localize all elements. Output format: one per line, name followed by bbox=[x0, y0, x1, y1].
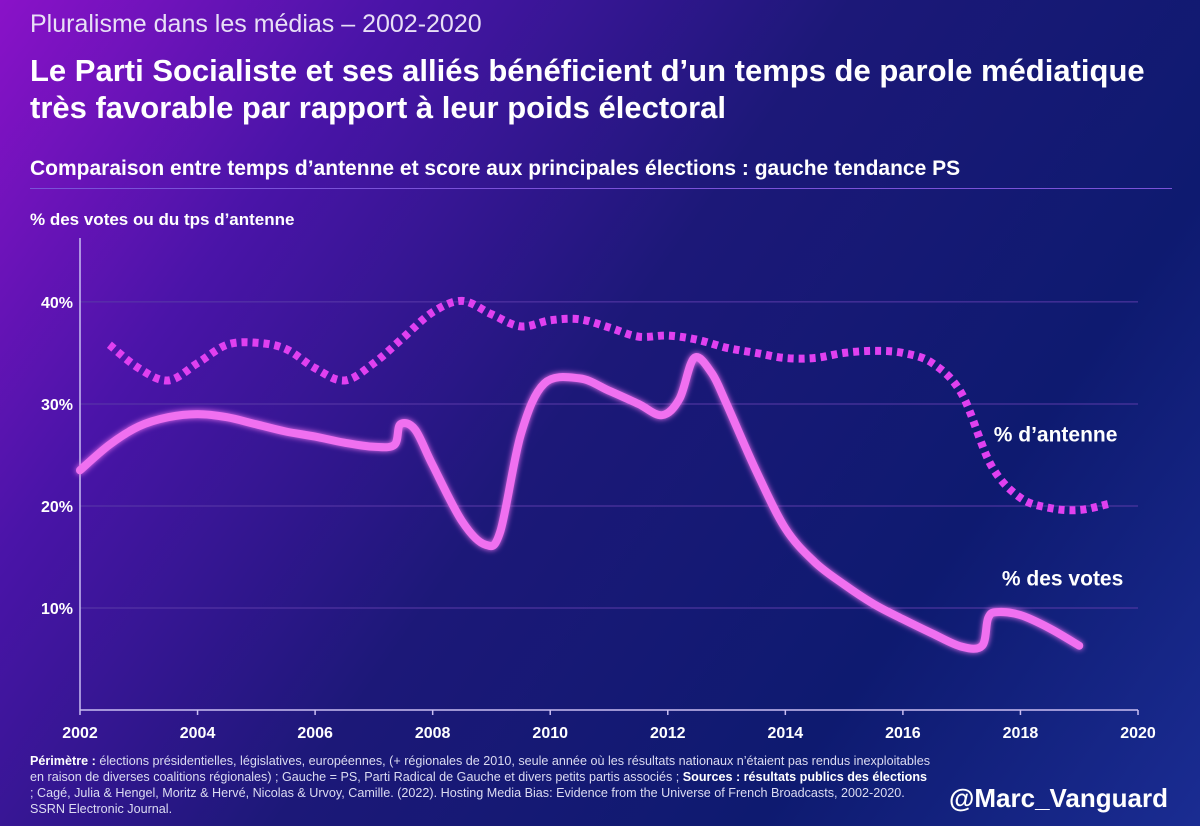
y-tick-label: 10% bbox=[41, 601, 73, 618]
x-tick-label: 2004 bbox=[180, 725, 216, 742]
x-tick-label: 2020 bbox=[1120, 725, 1156, 742]
x-tick-label: 2018 bbox=[1003, 725, 1039, 742]
x-tick-label: 2016 bbox=[885, 725, 921, 742]
y-tick-label: 20% bbox=[41, 499, 73, 516]
subtitle-divider bbox=[30, 188, 1172, 189]
annotation-antenne: % d’antenne bbox=[994, 424, 1118, 447]
headline: Le Parti Socialiste et ses alliés bénéfi… bbox=[30, 53, 1145, 125]
annotation-votes: % des votes bbox=[1002, 568, 1123, 591]
kicker-title: Pluralisme dans les médias – 2002-2020 bbox=[30, 10, 482, 38]
sources-label: Sources : résultats publics des élection… bbox=[682, 770, 928, 784]
perimetre-text: élections présidentielles, législatives,… bbox=[30, 754, 930, 784]
y-axis-label: % des votes ou du tps d’antenne bbox=[30, 210, 294, 229]
series-line-votes bbox=[76, 353, 1084, 653]
perimetre-label: Périmètre : bbox=[30, 754, 96, 768]
y-tick-label: 30% bbox=[41, 397, 73, 414]
x-tick-label: 2014 bbox=[768, 725, 804, 742]
x-tick-label: 2006 bbox=[297, 725, 333, 742]
chart-subtitle: Comparaison entre temps d’antenne et sco… bbox=[30, 157, 961, 180]
x-tick-label: 2008 bbox=[415, 725, 451, 742]
x-tick-label: 2010 bbox=[532, 725, 568, 742]
x-tick-label: 2002 bbox=[62, 725, 98, 742]
gridlines bbox=[80, 301, 1138, 609]
sources-text: ; Cagé, Julia & Hengel, Moritz & Hervé, … bbox=[30, 786, 905, 816]
y-tick-label: 40% bbox=[41, 295, 73, 312]
x-tick-label: 2012 bbox=[650, 725, 686, 742]
series-lines bbox=[76, 296, 1110, 653]
annotations: % d’antenne % des votes bbox=[994, 424, 1124, 591]
footnote: Périmètre : élections présidentielles, l… bbox=[30, 753, 930, 817]
series-line-antenne bbox=[106, 296, 1110, 515]
author-handle: @Marc_Vanguard bbox=[949, 783, 1168, 813]
axis-ticks: 10% 20% 30% 40% 2002 2004 2006 2008 2010 2012 2014… bbox=[41, 295, 1156, 742]
